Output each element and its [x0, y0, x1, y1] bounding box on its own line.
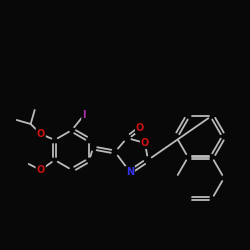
Text: O: O	[136, 123, 144, 133]
Text: O: O	[141, 138, 149, 148]
Text: O: O	[36, 165, 45, 175]
Text: I: I	[82, 110, 86, 120]
Text: N: N	[126, 167, 134, 177]
Text: O: O	[36, 129, 45, 139]
